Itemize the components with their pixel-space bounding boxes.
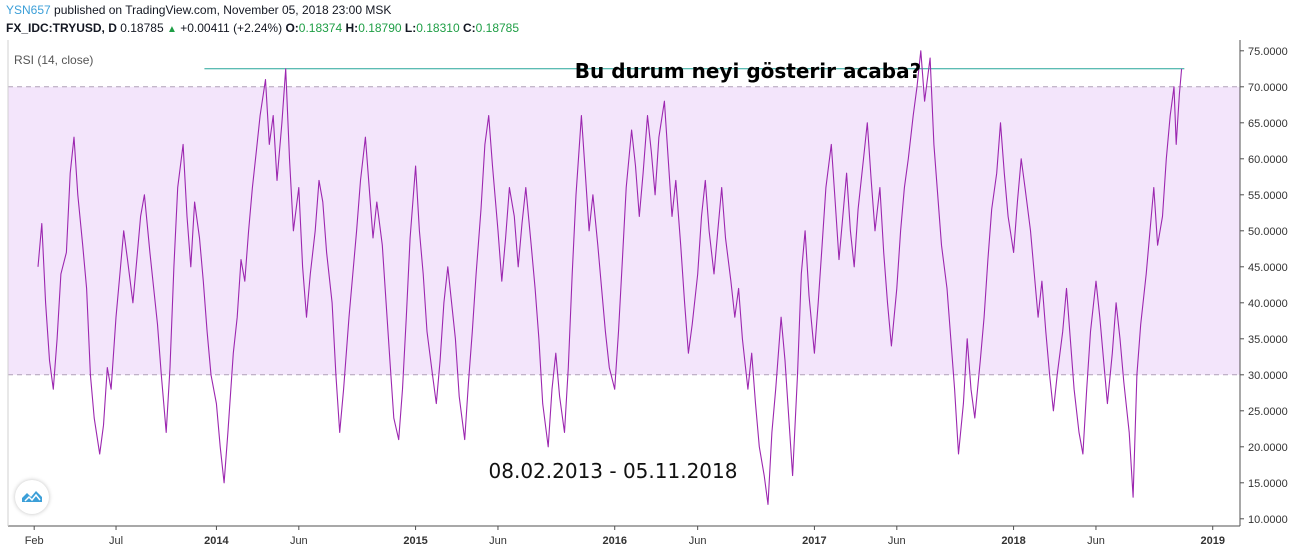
annotation-title: Bu durum neyi gösterir acaba?: [575, 59, 921, 83]
rsi-series: [37, 50, 1183, 505]
last-price: 0.18785: [120, 21, 164, 35]
y-tick-label: 40.0000: [1248, 298, 1288, 310]
rsi-chart[interactable]: 75.0000 70.0000 65.0000 60.0000 55.0000 50.00…: [0, 40, 1300, 559]
y-tick-label: 30.0000: [1248, 370, 1288, 382]
low-label: L:: [404, 21, 417, 35]
y-tick-label: 65.0000: [1248, 118, 1288, 130]
up-arrow-icon: ▲: [166, 24, 177, 35]
y-tick-label: 45.0000: [1248, 262, 1288, 274]
y-tick-label: 60.0000: [1248, 154, 1288, 166]
x-tick-label: Jul: [109, 535, 123, 547]
ohlc-legend: FX_IDC:TRYUSD, D 0.18785 ▲ +0.00411 (+2.…: [6, 21, 519, 35]
indicator-label: RSI (14, close): [14, 53, 93, 67]
price-change: +0.00411 (+2.24%): [180, 21, 283, 35]
y-tick-label: 20.0000: [1248, 442, 1288, 454]
x-tick-label: 2016: [602, 535, 626, 547]
x-tick-label: Jun: [888, 535, 906, 547]
x-tick-label: Feb: [25, 535, 44, 547]
y-tick-label: 70.0000: [1248, 82, 1288, 94]
high-label: H:: [345, 21, 359, 35]
tradingview-logo-icon[interactable]: [15, 480, 49, 514]
high-value: 0.18790: [358, 21, 402, 35]
close-value: 0.18785: [475, 21, 520, 35]
y-axis: 75.0000 70.0000 65.0000 60.0000 55.0000 50.00…: [1239, 40, 1288, 526]
open-value: 0.18374: [298, 21, 343, 35]
low-value: 0.18310: [416, 21, 460, 35]
x-tick-label: Jun: [290, 535, 308, 547]
rsi-series-line-0: [37, 50, 1183, 505]
x-axis: Feb Jul 2014 Jun 2015 Jun 2016 Jun 2017 Jun 2018 Ju…: [7, 40, 1240, 547]
x-tick-label: Jun: [1087, 535, 1105, 547]
y-tick-label: 55.0000: [1248, 190, 1288, 202]
symbol-label: FX_IDC:TRYUSD, D: [6, 21, 117, 35]
y-tick-label: 75.0000: [1248, 46, 1288, 58]
publish-text: published on TradingView.com, November 0…: [54, 3, 392, 17]
y-tick-label: 25.0000: [1248, 406, 1288, 418]
author-link[interactable]: YSN657: [6, 3, 51, 17]
x-tick-label: 2014: [204, 535, 229, 547]
x-tick-label: 2015: [403, 535, 427, 547]
y-tick-label: 15.0000: [1248, 478, 1288, 490]
x-tick-label: 2018: [1001, 535, 1025, 547]
x-tick-label: Jun: [689, 535, 707, 547]
y-tick-label: 10.0000: [1248, 514, 1288, 526]
close-label: C:: [462, 21, 476, 35]
open-label: O:: [285, 21, 299, 35]
x-tick-label: 2017: [802, 535, 826, 547]
annotation-date-range: 08.02.2013 - 05.11.2018: [489, 459, 738, 483]
x-tick-label: 2019: [1200, 535, 1224, 547]
y-tick-label: 50.0000: [1248, 226, 1288, 238]
x-tick-label: Jun: [489, 535, 507, 547]
y-tick-label: 35.0000: [1248, 334, 1288, 346]
publish-info: YSN657 published on TradingView.com, Nov…: [6, 3, 391, 17]
